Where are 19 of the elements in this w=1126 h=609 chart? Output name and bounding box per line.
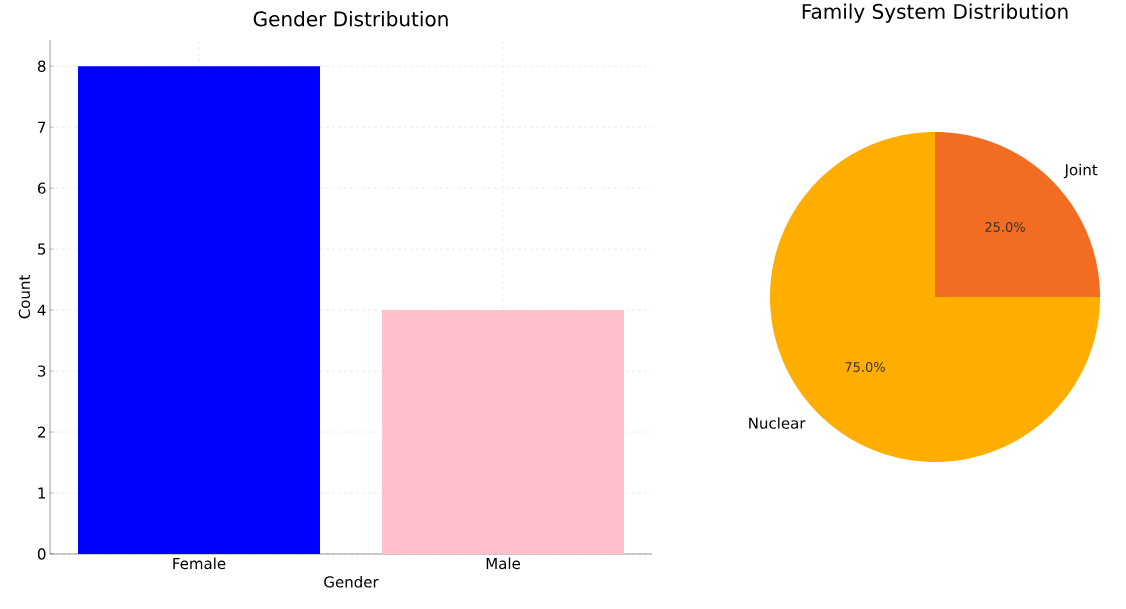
y-tick-label: 3: [38, 365, 46, 377]
data-label: 25.0%: [985, 222, 1025, 232]
slice-label: Nuclear: [749, 417, 806, 429]
x-tick-label: Male: [486, 557, 520, 570]
y-tick-label: 4: [37, 304, 46, 316]
y-tick-label: 1: [38, 487, 46, 499]
y-tick-label: 7: [38, 121, 46, 133]
y-tick-label: 6: [37, 182, 46, 194]
x-tick-label: Female: [173, 557, 226, 570]
y-tick-label: 2: [38, 426, 45, 438]
y-tick-label: 8: [37, 60, 46, 72]
chart-title: Gender Distribution: [253, 10, 448, 27]
chart-title: Family System Distribution: [802, 3, 1068, 23]
y-tick-label: 0: [37, 548, 46, 560]
y-tick-label: 5: [38, 243, 46, 255]
slice-label: Joint: [1063, 163, 1098, 179]
data-label: 75.0%: [845, 362, 885, 372]
y-axis-title: Count: [18, 275, 31, 319]
x-axis-title: Gender: [324, 576, 379, 588]
